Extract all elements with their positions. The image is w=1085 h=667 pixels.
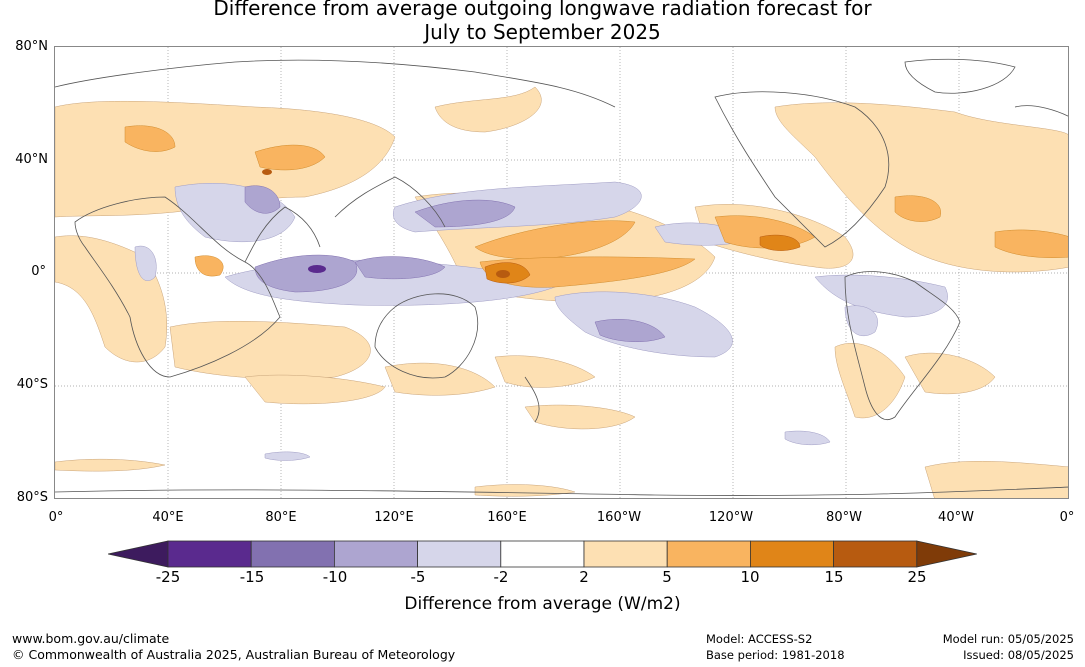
colorbar-tick: 25 — [907, 568, 927, 586]
colorbar-segment — [833, 540, 918, 568]
lon-label-120w: 120°W — [708, 510, 754, 525]
colorbar-segment — [333, 540, 418, 568]
colorbar-segment — [167, 540, 252, 568]
lon-label-0-left: 0° — [48, 510, 64, 525]
lat-label-0: 0° — [31, 264, 46, 279]
lat-label-40s: 40°S — [16, 377, 48, 392]
colorbar-segment — [750, 540, 835, 568]
footer-model: Model: ACCESS-S2 — [706, 632, 813, 646]
colorbar-tick: 2 — [579, 568, 589, 586]
title-line-1: Difference from average outgoing longwav… — [213, 0, 872, 20]
lon-label-80w: 80°W — [826, 510, 862, 525]
footer-issued: Issued: 08/05/2025 — [963, 648, 1074, 662]
lon-label-160e: 160°E — [487, 510, 527, 525]
colorbar-tick: 10 — [740, 568, 760, 586]
lon-label-40e: 40°E — [152, 510, 184, 525]
lon-label-160w: 160°W — [596, 510, 642, 525]
positive-anomaly-peak — [262, 169, 510, 278]
colorbar-segment — [250, 540, 335, 568]
footer-base-period: Base period: 1981-2018 — [706, 648, 845, 662]
lat-label-80s: 80°S — [16, 490, 48, 505]
footer-copyright: © Commonwealth of Australia 2025, Austra… — [12, 647, 456, 662]
lat-label-40n: 40°N — [15, 152, 48, 167]
ocean-map-panel — [54, 46, 1069, 499]
colorbar-segment — [500, 540, 585, 568]
negative-anomaly-medium — [244, 185, 666, 343]
colorbar-arrow-min — [108, 540, 169, 568]
colorbar-tick: -15 — [239, 568, 265, 586]
colorbar-tick: -5 — [410, 568, 426, 586]
colorbar-tick: -10 — [322, 568, 348, 586]
colorbar-tick: 5 — [662, 568, 672, 586]
colorbar-segment — [417, 540, 502, 568]
colorbar-tick: -2 — [493, 568, 509, 586]
lon-label-0-right: 0° — [1059, 510, 1075, 525]
colorbar-arrow-max — [916, 540, 977, 568]
lon-label-80e: 80°E — [265, 510, 297, 525]
lon-label-120e: 120°E — [374, 510, 414, 525]
colorbar — [108, 540, 977, 568]
colorbar-segment — [583, 540, 668, 568]
footer-model-run: Model run: 05/05/2025 — [942, 632, 1074, 646]
olr-anomaly-map — [55, 47, 1068, 498]
lat-label-80n: 80°N — [15, 39, 48, 54]
colorbar-tick: -25 — [155, 568, 181, 586]
negative-anomaly-strong — [308, 265, 326, 273]
colorbar-tick: 15 — [824, 568, 844, 586]
lon-label-40w: 40°W — [938, 510, 974, 525]
coastlines — [55, 58, 1068, 496]
colorbar-segment — [666, 540, 751, 568]
title-line-2: July to September 2025 — [424, 20, 661, 44]
map-title: Difference from average outgoing longwav… — [0, 0, 1085, 44]
footer-website[interactable]: www.bom.gov.au/climate — [12, 631, 170, 646]
colorbar-segments — [108, 540, 977, 568]
colorbar-label: Difference from average (W/m2) — [404, 594, 681, 614]
